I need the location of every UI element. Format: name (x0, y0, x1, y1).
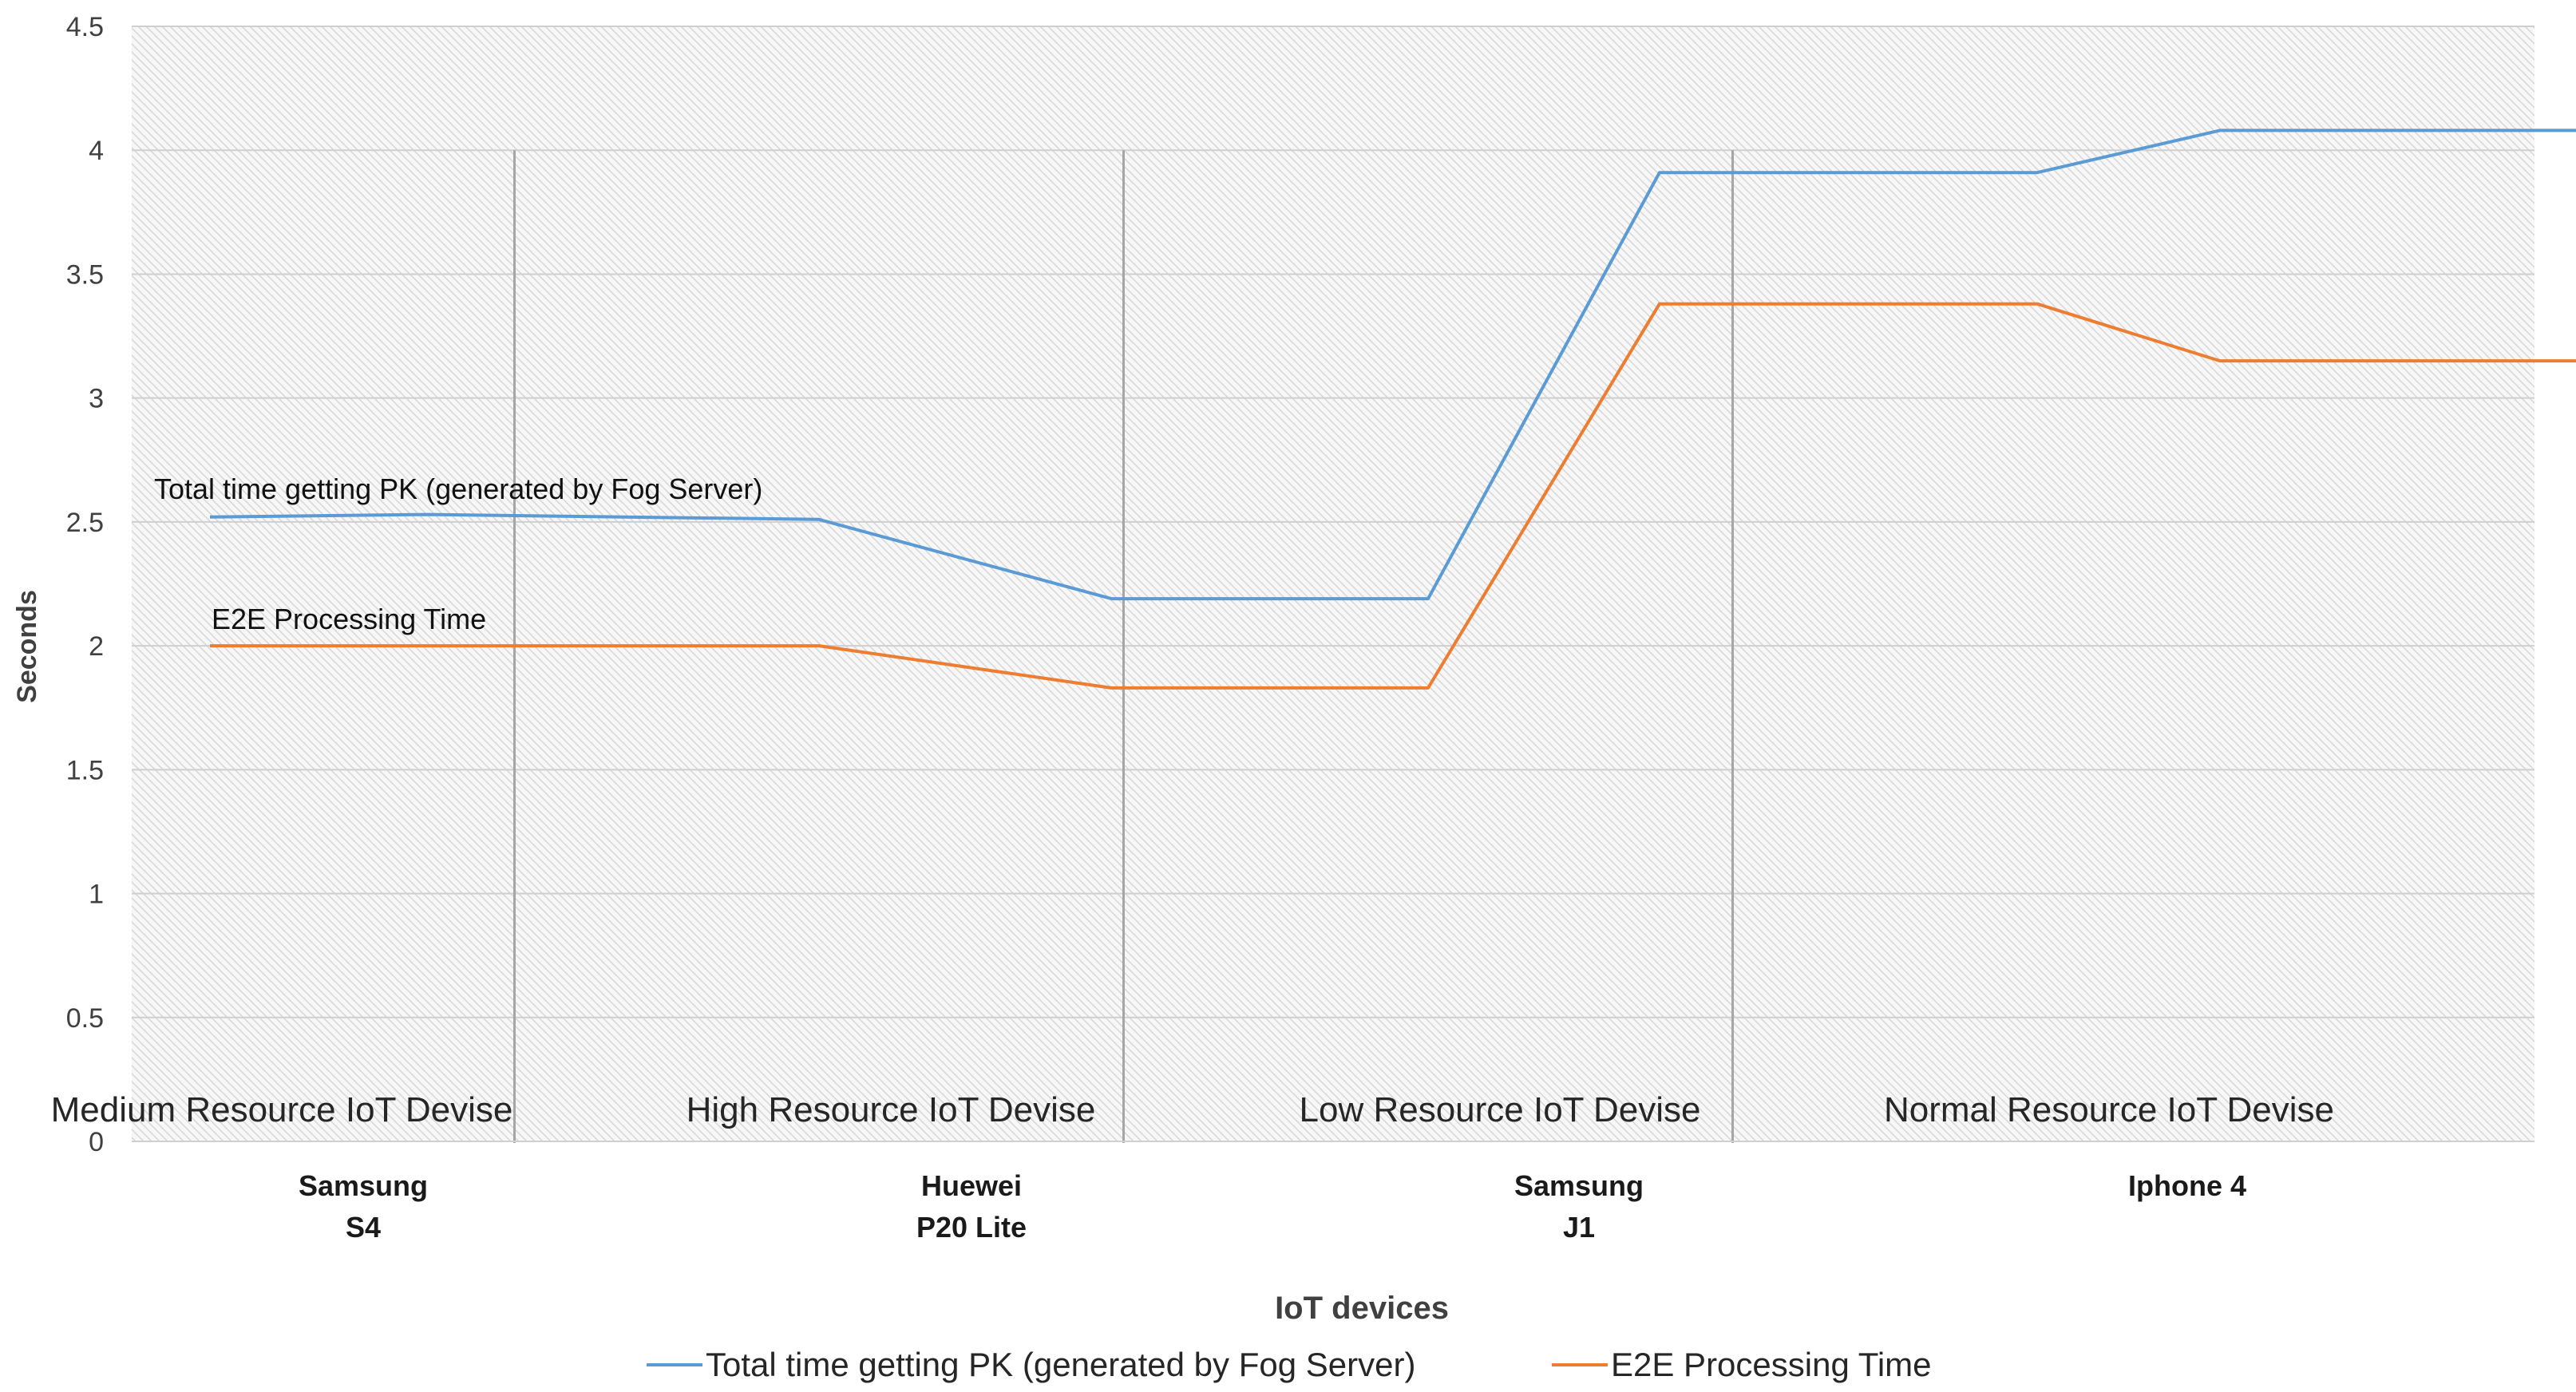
series-lines (209, 129, 2576, 690)
region-label: Medium Resource IoT Devise (51, 1090, 513, 1129)
series-line-total-time (209, 129, 2576, 601)
device-label: Samsung (1514, 1169, 1644, 1202)
y-axis-ticks: 0 0.5 1 1.5 2 2.5 3 3.5 4 4.5 (66, 12, 104, 1157)
plot-area (132, 26, 2534, 1141)
y-tick-label: 0.5 (66, 1003, 104, 1034)
device-label: Samsung (299, 1169, 428, 1202)
y-tick-label: 2 (89, 631, 104, 662)
device-label: Iphone 4 (2128, 1169, 2246, 1202)
y-tick-label: 3 (89, 384, 104, 414)
y-tick-label: 0 (89, 1127, 104, 1157)
annotation-e2e: E2E Processing Time (212, 603, 486, 635)
device-label-model: S4 (346, 1211, 381, 1244)
region-label: High Resource IoT Devise (687, 1090, 1096, 1129)
legend-label-total: Total time getting PK (generated by Fog … (706, 1346, 1415, 1383)
device-labels: Samsung S4 Huewei P20 Lite Samsung J1 Iphone 4 (299, 1169, 2246, 1244)
legend-label-e2e: E2E Processing Time (1611, 1346, 1932, 1383)
y-tick-label: 4 (89, 136, 104, 166)
y-tick-label: 4.5 (66, 12, 104, 42)
legend: Total time getting PK (generated by Fog … (647, 1346, 1932, 1383)
y-tick-label: 2.5 (66, 508, 104, 538)
series-line-e2e (210, 302, 2576, 690)
annotation-total-time: Total time getting PK (generated by Fog … (154, 473, 762, 505)
region-labels: Medium Resource IoT Devise High Resource … (51, 1090, 2334, 1129)
y-tick-label: 1.5 (66, 755, 104, 785)
device-label: Huewei (921, 1169, 1022, 1202)
device-label-model: J1 (1563, 1211, 1595, 1244)
y-tick-label: 3.5 (66, 259, 104, 290)
y-axis-label: Seconds (12, 590, 42, 703)
device-label-model: P20 Lite (916, 1211, 1027, 1244)
x-axis-label: IoT devices (1275, 1291, 1449, 1326)
y-tick-label: 1 (89, 880, 104, 910)
region-label: Low Resource IoT Devise (1300, 1090, 1701, 1129)
region-label: Normal Resource IoT Devise (1884, 1090, 2334, 1129)
